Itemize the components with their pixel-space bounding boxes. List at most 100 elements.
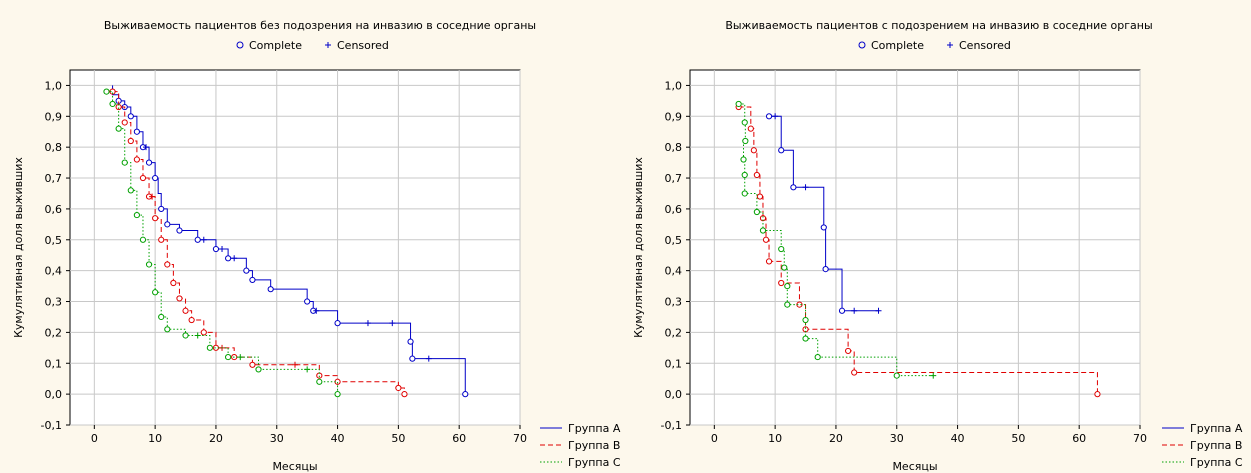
- complete-point: [212, 344, 220, 351]
- y-tick-label: 0,8: [665, 141, 683, 154]
- legend-censored-label: Censored: [337, 39, 389, 52]
- complete-point: [742, 137, 749, 145]
- complete-point: [170, 279, 177, 287]
- complete-point: [822, 266, 829, 273]
- censored-point: [143, 144, 150, 151]
- x-tick-label: 20: [209, 432, 223, 445]
- x-tick-label: 40: [951, 432, 965, 445]
- complete-point: [747, 125, 754, 132]
- complete-point: [115, 125, 122, 132]
- censored-point: [875, 307, 882, 314]
- complete-point: [200, 329, 207, 336]
- censored-point: [304, 366, 311, 373]
- y-tick-label: -0,1: [661, 419, 682, 432]
- complete-point: [784, 282, 791, 290]
- complete-point: [152, 215, 159, 222]
- complete-point: [212, 245, 220, 253]
- series-a: [112, 85, 469, 398]
- legend-group-label: Группа A: [1190, 422, 1243, 435]
- plot-area: [689, 69, 1141, 426]
- y-axis-label: Кумулятивная доля выживших: [12, 157, 25, 338]
- complete-point: [249, 361, 256, 368]
- complete-point: [127, 113, 134, 120]
- y-axis-label: Кумулятивная доля выживших: [632, 157, 645, 338]
- legend-group-label: Группа C: [568, 456, 621, 469]
- complete-point: [127, 187, 134, 194]
- complete-point: [762, 236, 770, 243]
- y-tick-label: 1,0: [665, 79, 683, 92]
- legend-group-label: Группа A: [568, 422, 621, 435]
- series-a: [765, 113, 882, 314]
- complete-point: [158, 313, 165, 321]
- x-axis-label: Месяцы: [892, 460, 937, 473]
- complete-point: [182, 307, 189, 314]
- complete-point: [158, 205, 165, 213]
- grid: [690, 70, 1141, 426]
- complete-point: [182, 332, 189, 339]
- complete-point: [759, 227, 767, 234]
- series-c: [735, 100, 937, 379]
- complete-point: [164, 221, 171, 228]
- plot-area: [69, 69, 521, 426]
- complete-point: [109, 88, 116, 95]
- complete-point: [740, 156, 747, 163]
- complete-point: [756, 193, 764, 200]
- x-tick-label: 30: [270, 432, 284, 445]
- complete-point: [164, 261, 171, 268]
- complete-point: [206, 344, 213, 351]
- complete-point: [145, 159, 153, 166]
- complete-point: [158, 236, 165, 243]
- complete-point: [753, 171, 760, 179]
- complete-point: [735, 100, 742, 108]
- series-c: [103, 88, 341, 398]
- complete-point: [753, 208, 760, 216]
- complete-point: [243, 267, 250, 274]
- y-tick-label: 0,3: [665, 296, 683, 309]
- complete-point: [741, 190, 748, 197]
- complete-point: [188, 316, 195, 324]
- x-tick-label: 10: [148, 432, 162, 445]
- complete-point: [851, 369, 858, 376]
- marker-legend: Complete Censored: [236, 39, 389, 52]
- legend-group-label: Группа B: [1190, 439, 1242, 452]
- complete-point: [784, 301, 791, 308]
- complete-point: [838, 307, 846, 314]
- chart-title: Выживаемость пациентов без подозрения на…: [104, 19, 536, 32]
- complete-point: [139, 174, 147, 182]
- y-tick-label: -0,1: [41, 419, 62, 432]
- complete-point: [845, 347, 852, 355]
- complete-point: [249, 276, 256, 284]
- complete-point: [133, 128, 140, 135]
- y-tick-label: 0,9: [665, 110, 683, 123]
- complete-point: [267, 286, 274, 293]
- x-tick-label: 0: [91, 432, 98, 445]
- complete-point: [334, 320, 341, 327]
- y-tick-label: 0,5: [45, 234, 63, 247]
- legend-group-label: Группа C: [1190, 456, 1243, 469]
- complete-point: [127, 137, 134, 145]
- censored-point: [389, 320, 396, 327]
- complete-point: [778, 245, 785, 253]
- y-tick-label: 0,5: [665, 234, 683, 247]
- complete-point: [820, 224, 827, 231]
- complete-point: [316, 372, 323, 379]
- legend-group-label: Группа B: [568, 439, 620, 452]
- complete-point: [750, 147, 757, 154]
- legend-censored-label: Censored: [959, 39, 1011, 52]
- complete-point: [401, 391, 408, 398]
- y-tick-label: 0,3: [45, 296, 63, 309]
- complete-marker-icon: [236, 41, 244, 49]
- complete-point: [893, 372, 900, 379]
- y-tick-label: 0,2: [45, 326, 63, 339]
- legend-complete-label: Complete: [249, 39, 302, 52]
- x-tick-label: 10: [768, 432, 782, 445]
- complete-point: [133, 156, 140, 163]
- x-tick-label: 0: [711, 432, 718, 445]
- complete-point: [802, 316, 809, 324]
- survival-step-line: [769, 115, 879, 312]
- x-tick-label: 50: [1011, 432, 1025, 445]
- complete-point: [109, 100, 116, 108]
- complete-point: [395, 384, 402, 392]
- complete-point: [225, 255, 232, 262]
